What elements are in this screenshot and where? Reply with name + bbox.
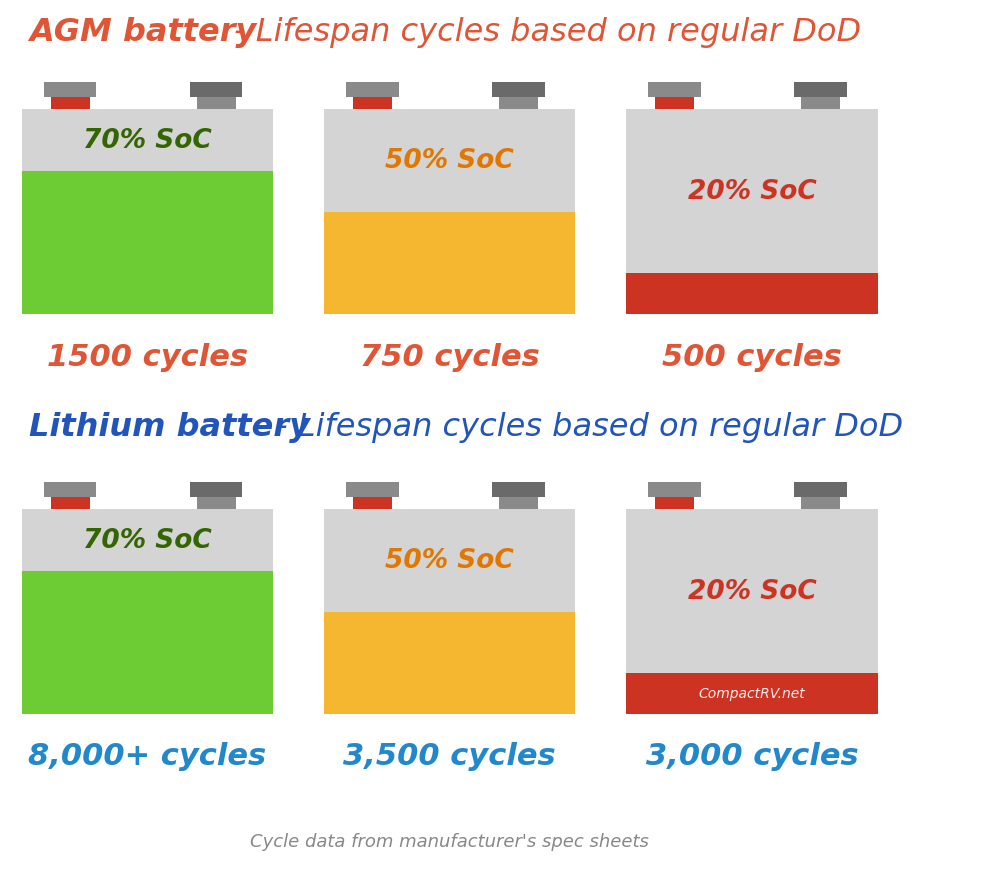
Bar: [44, 83, 96, 98]
Text: 50% SoC: 50% SoC: [386, 547, 514, 574]
Bar: [346, 83, 399, 98]
Text: 750 cycles: 750 cycles: [360, 342, 540, 371]
Bar: [648, 83, 701, 98]
Bar: [801, 498, 840, 509]
Bar: [655, 498, 694, 509]
Text: 70% SoC: 70% SoC: [83, 527, 212, 553]
Text: 20% SoC: 20% SoC: [688, 579, 816, 604]
Bar: [324, 212, 576, 315]
Bar: [22, 509, 273, 714]
Text: 500 cycles: 500 cycles: [662, 342, 842, 371]
Bar: [197, 98, 236, 109]
Bar: [324, 509, 576, 714]
Bar: [492, 83, 545, 98]
Bar: [51, 98, 89, 109]
Bar: [324, 612, 576, 714]
Bar: [499, 98, 538, 109]
Bar: [353, 498, 392, 509]
Bar: [346, 482, 399, 498]
Bar: [801, 98, 840, 109]
Text: - Lifespan cycles based on regular DoD: - Lifespan cycles based on regular DoD: [225, 17, 862, 48]
Bar: [22, 171, 273, 315]
Bar: [353, 98, 392, 109]
Bar: [499, 498, 538, 509]
Text: 8,000+ cycles: 8,000+ cycles: [29, 741, 266, 771]
Bar: [492, 482, 545, 498]
Bar: [190, 482, 243, 498]
Bar: [22, 109, 273, 315]
Bar: [324, 109, 576, 315]
Text: - Lifespan cycles based on regular DoD: - Lifespan cycles based on regular DoD: [266, 412, 904, 443]
Text: 3,500 cycles: 3,500 cycles: [343, 741, 556, 771]
Bar: [51, 498, 89, 509]
Bar: [626, 509, 878, 714]
Text: Cycle data from manufacturer's spec sheets: Cycle data from manufacturer's spec shee…: [250, 832, 649, 850]
Bar: [655, 98, 694, 109]
Bar: [22, 571, 273, 714]
Bar: [794, 482, 847, 498]
Bar: [197, 498, 236, 509]
Text: 70% SoC: 70% SoC: [83, 128, 212, 154]
Text: 20% SoC: 20% SoC: [688, 179, 816, 205]
Bar: [794, 83, 847, 98]
Bar: [648, 482, 701, 498]
Bar: [626, 673, 878, 714]
Text: 50% SoC: 50% SoC: [386, 148, 514, 174]
Bar: [626, 274, 878, 315]
Text: 3,000 cycles: 3,000 cycles: [645, 741, 858, 771]
Bar: [190, 83, 243, 98]
Bar: [44, 482, 96, 498]
Text: AGM battery: AGM battery: [29, 17, 256, 48]
Text: Lithium battery: Lithium battery: [29, 412, 310, 443]
Bar: [626, 109, 878, 315]
Text: 1500 cycles: 1500 cycles: [47, 342, 248, 371]
Text: CompactRV.net: CompactRV.net: [699, 687, 805, 700]
